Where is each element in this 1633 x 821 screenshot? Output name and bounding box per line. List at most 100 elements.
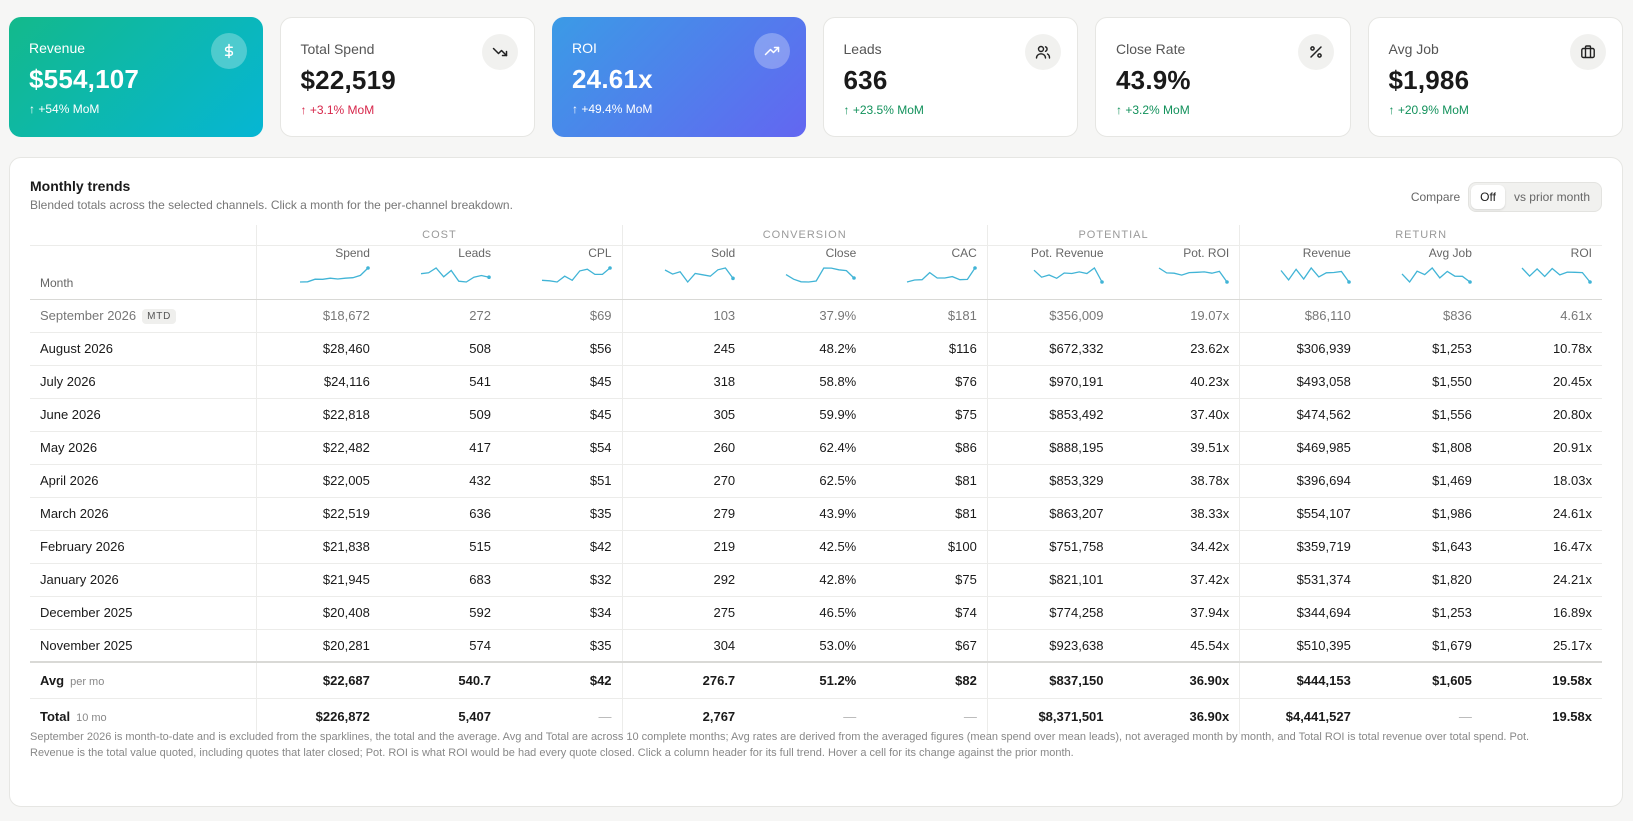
cell-pot-roi[interactable]: 45.54x bbox=[1113, 629, 1240, 663]
cell-sold[interactable]: 270 bbox=[621, 464, 746, 498]
column-header-revenue[interactable]: Revenue bbox=[1239, 245, 1361, 300]
cell-cpl[interactable]: $42 bbox=[500, 661, 623, 699]
cell-spend[interactable]: $24,116 bbox=[256, 365, 380, 399]
cell-pot-revenue[interactable]: $821,101 bbox=[986, 563, 1114, 597]
cell-cpl[interactable]: $45 bbox=[500, 365, 623, 399]
month-cell[interactable]: May 2026 bbox=[30, 431, 257, 465]
cell-leads[interactable]: 540.7 bbox=[379, 661, 501, 699]
column-header-avg-job[interactable]: Avg Job bbox=[1360, 245, 1482, 300]
cell-avg-job[interactable]: $1,253 bbox=[1360, 332, 1482, 366]
kpi-card-total-spend[interactable]: Total Spend $22,519 ↑ +3.1% MoM bbox=[279, 17, 535, 137]
cell-close[interactable]: 43.9% bbox=[745, 497, 867, 531]
cell-revenue[interactable]: $359,719 bbox=[1239, 530, 1361, 564]
month-cell[interactable]: March 2026 bbox=[30, 497, 257, 531]
cell-pot-roi[interactable]: 37.42x bbox=[1113, 563, 1240, 597]
month-cell[interactable]: Total 10 mo bbox=[30, 698, 257, 734]
cell-cac[interactable]: — bbox=[963, 708, 977, 724]
cell-cac[interactable]: $74 bbox=[866, 596, 988, 630]
cell-sold[interactable]: 260 bbox=[621, 431, 746, 465]
cell-close[interactable]: 62.4% bbox=[745, 431, 867, 465]
cell-avg-job[interactable]: $1,986 bbox=[1360, 497, 1482, 531]
cell-avg-job[interactable]: — bbox=[1458, 708, 1472, 724]
table-row[interactable]: June 2026 $22,818 509 $45 305 59.9% $75 $853,49… bbox=[30, 398, 1602, 432]
cell-spend[interactable]: $22,005 bbox=[256, 464, 380, 498]
cell-spend[interactable]: $22,519 bbox=[256, 497, 380, 531]
cell-cpl[interactable]: $54 bbox=[500, 431, 623, 465]
cell-avg-job[interactable]: $1,469 bbox=[1360, 464, 1482, 498]
cell-avg-job[interactable]: $1,643 bbox=[1360, 530, 1482, 564]
month-cell[interactable]: September 2026 MTD bbox=[30, 299, 257, 333]
cell-pot-revenue[interactable]: $970,191 bbox=[986, 365, 1114, 399]
cell-cac[interactable]: $81 bbox=[866, 464, 988, 498]
cell-cpl[interactable]: $56 bbox=[500, 332, 623, 366]
month-cell[interactable]: April 2026 bbox=[30, 464, 257, 498]
kpi-card-leads[interactable]: Leads 636 ↑ +23.5% MoM bbox=[822, 17, 1078, 137]
cell-pot-roi[interactable]: 38.33x bbox=[1113, 497, 1240, 531]
cell-leads[interactable]: 636 bbox=[379, 497, 501, 531]
cell-sold[interactable]: 318 bbox=[621, 365, 746, 399]
cell-roi[interactable]: 20.80x bbox=[1481, 398, 1602, 432]
kpi-card-close-rate[interactable]: Close Rate 43.9% ↑ +3.2% MoM bbox=[1095, 17, 1351, 137]
cell-cac[interactable]: $76 bbox=[866, 365, 988, 399]
cell-revenue[interactable]: $510,395 bbox=[1239, 629, 1361, 663]
cell-leads[interactable]: 432 bbox=[379, 464, 501, 498]
cell-cpl[interactable]: $42 bbox=[500, 530, 623, 564]
cell-leads[interactable]: 508 bbox=[379, 332, 501, 366]
cell-leads[interactable]: 272 bbox=[379, 299, 501, 333]
cell-sold[interactable]: 304 bbox=[621, 629, 746, 663]
cell-sold[interactable]: 275 bbox=[621, 596, 746, 630]
cell-cpl[interactable]: — bbox=[598, 708, 612, 724]
cell-avg-job[interactable]: $1,808 bbox=[1360, 431, 1482, 465]
cell-leads[interactable]: 515 bbox=[379, 530, 501, 564]
cell-avg-job[interactable]: $1,820 bbox=[1360, 563, 1482, 597]
table-row[interactable]: April 2026 $22,005 432 $51 270 62.5% $81 $853,3… bbox=[30, 464, 1602, 498]
column-header-close[interactable]: Close bbox=[745, 245, 867, 300]
cell-revenue[interactable]: $531,374 bbox=[1239, 563, 1361, 597]
cell-leads[interactable]: 509 bbox=[379, 398, 501, 432]
cell-cpl[interactable]: $35 bbox=[500, 629, 623, 663]
cell-pot-revenue[interactable]: $888,195 bbox=[986, 431, 1114, 465]
cell-spend[interactable]: $21,945 bbox=[256, 563, 380, 597]
table-row[interactable]: December 2025 $20,408 592 $34 275 46.5% $74 $77… bbox=[30, 596, 1602, 630]
column-header-leads[interactable]: Leads bbox=[379, 245, 501, 300]
cell-pot-revenue[interactable]: $751,758 bbox=[986, 530, 1114, 564]
cell-cac[interactable]: $82 bbox=[866, 661, 988, 699]
cell-close[interactable]: 53.0% bbox=[745, 629, 867, 663]
cell-close[interactable]: 42.8% bbox=[745, 563, 867, 597]
cell-sold[interactable]: 305 bbox=[621, 398, 746, 432]
cell-roi[interactable]: 18.03x bbox=[1481, 464, 1602, 498]
cell-roi[interactable]: 10.78x bbox=[1481, 332, 1602, 366]
cell-sold[interactable]: 292 bbox=[621, 563, 746, 597]
cell-pot-roi[interactable]: 36.90x bbox=[1113, 661, 1240, 699]
cell-sold[interactable]: 276.7 bbox=[621, 661, 746, 699]
cell-cpl[interactable]: $69 bbox=[500, 299, 623, 333]
cell-cac[interactable]: $116 bbox=[866, 332, 988, 366]
cell-close[interactable]: 59.9% bbox=[745, 398, 867, 432]
month-cell[interactable]: June 2026 bbox=[30, 398, 257, 432]
month-cell[interactable]: November 2025 bbox=[30, 629, 257, 663]
cell-roi[interactable]: 20.45x bbox=[1481, 365, 1602, 399]
month-cell[interactable]: February 2026 bbox=[30, 530, 257, 564]
cell-roi[interactable]: 24.21x bbox=[1481, 563, 1602, 597]
cell-spend[interactable]: $21,838 bbox=[256, 530, 380, 564]
cell-close[interactable]: 51.2% bbox=[745, 661, 867, 699]
cell-spend[interactable]: $20,408 bbox=[256, 596, 380, 630]
cell-pot-revenue[interactable]: $672,332 bbox=[986, 332, 1114, 366]
cell-pot-roi[interactable]: 40.23x bbox=[1113, 365, 1240, 399]
cell-sold[interactable]: 2,767 bbox=[621, 698, 746, 734]
cell-pot-revenue[interactable]: $8,371,501 bbox=[986, 698, 1114, 734]
column-header-roi[interactable]: ROI bbox=[1481, 245, 1602, 300]
column-header-pot-revenue[interactable]: Pot. Revenue bbox=[986, 245, 1114, 300]
cell-spend[interactable]: $18,672 bbox=[256, 299, 380, 333]
cell-pot-roi[interactable]: 37.40x bbox=[1113, 398, 1240, 432]
cell-close[interactable]: 37.9% bbox=[745, 299, 867, 333]
column-header-spend[interactable]: Spend bbox=[256, 245, 380, 300]
cell-cac[interactable]: $75 bbox=[866, 398, 988, 432]
avg-row[interactable]: Avg per mo $22,687 540.7 $42 276.7 51.2% $82 $83… bbox=[30, 661, 1602, 699]
table-row[interactable]: November 2025 $20,281 574 $35 304 53.0% $67 $92… bbox=[30, 629, 1602, 663]
cell-close[interactable]: 58.8% bbox=[745, 365, 867, 399]
compare-off-option[interactable]: Off bbox=[1471, 185, 1505, 209]
cell-pot-roi[interactable]: 37.94x bbox=[1113, 596, 1240, 630]
cell-revenue[interactable]: $493,058 bbox=[1239, 365, 1361, 399]
cell-pot-revenue[interactable]: $863,207 bbox=[986, 497, 1114, 531]
